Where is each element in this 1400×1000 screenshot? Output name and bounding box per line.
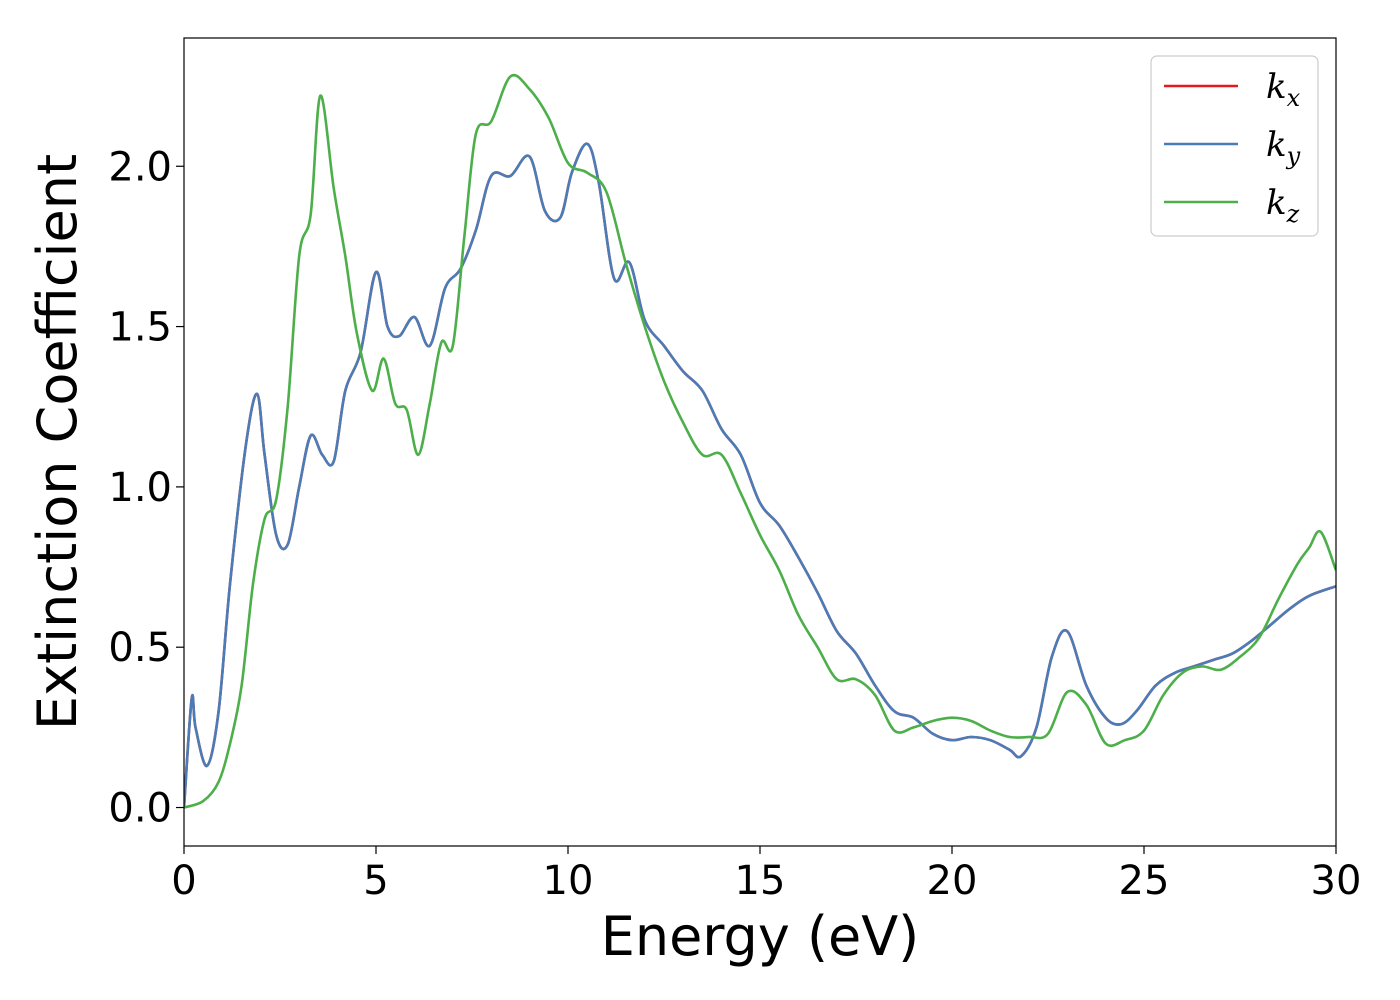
legend-label-k-z: kz — [1266, 183, 1300, 228]
x-axis-title: Energy (eV) — [601, 905, 920, 968]
x-tick-label: 10 — [543, 858, 594, 904]
x-axis-ticks: 0 5 10 15 20 25 30 — [171, 846, 1361, 904]
y-tick-label: 0.0 — [108, 786, 172, 832]
x-tick-label: 15 — [735, 858, 786, 904]
y-tick-label: 0.5 — [108, 625, 172, 671]
legend-label-base: k — [1266, 67, 1287, 107]
legend-label-subscript: y — [1286, 142, 1301, 170]
series-layer — [184, 73, 1336, 809]
y-tick-label: 1.0 — [108, 465, 172, 511]
series-line-k-y — [184, 142, 1336, 808]
x-tick-label: 25 — [1119, 858, 1170, 904]
x-tick-label: 20 — [927, 858, 978, 904]
legend-label-subscript: z — [1286, 200, 1300, 228]
y-tick-label: 1.5 — [108, 305, 172, 351]
x-tick-label: 30 — [1311, 858, 1362, 904]
legend-label-k-y: ky — [1266, 125, 1301, 170]
series-line-k-z — [184, 73, 1336, 809]
y-tick-label: 2.0 — [108, 144, 172, 190]
legend-box — [1150, 55, 1319, 237]
y-axis-title: Extinction Coefficient — [26, 154, 89, 730]
x-tick-label: 0 — [171, 858, 196, 904]
legend-label-base: k — [1266, 183, 1287, 223]
legend-label-subscript: x — [1287, 84, 1301, 112]
x-tick-label: 5 — [363, 858, 388, 904]
y-axis-ticks: 0.0 0.5 1.0 1.5 2.0 — [108, 144, 184, 832]
legend-label-k-x: kx — [1266, 67, 1301, 112]
legend-label-base: k — [1266, 125, 1287, 165]
